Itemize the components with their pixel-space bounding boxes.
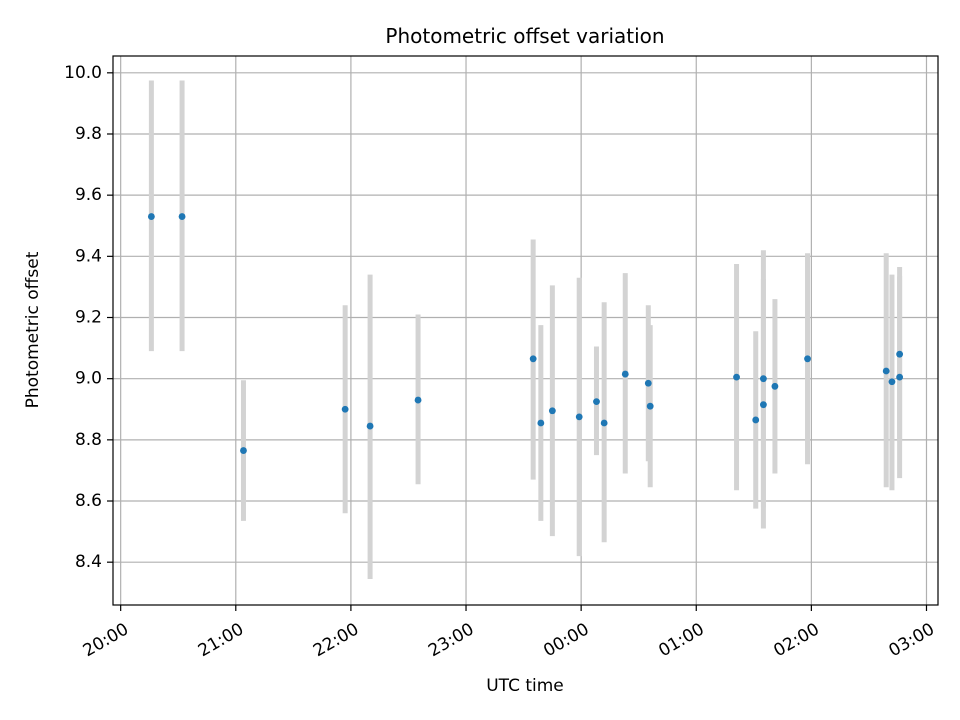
data-point (414, 396, 422, 404)
data-point (752, 416, 760, 424)
data-point (888, 378, 896, 386)
y-tick-label: 9.4 (75, 246, 102, 266)
y-tick-label: 9.0 (75, 369, 102, 389)
data-point (882, 367, 890, 375)
data-point (760, 375, 767, 383)
data-point (760, 401, 767, 409)
data-point (529, 355, 537, 363)
data-point (147, 213, 155, 220)
data-point (537, 419, 545, 427)
data-point (644, 379, 652, 387)
data-point (575, 413, 583, 421)
data-point (804, 355, 811, 363)
data-point (548, 407, 556, 415)
y-axis-label: Photometric offset (23, 251, 43, 408)
data-point (593, 398, 600, 406)
data-point (178, 213, 186, 220)
data-point (621, 370, 629, 378)
y-tick-label: 9.2 (75, 308, 102, 328)
y-axis-ticks: 8.4 8.6 8.8 9.0 9.2 9.4 9.6 9.8 10.0 (64, 63, 113, 572)
data-point (341, 405, 349, 413)
y-tick-label: 10.0 (64, 63, 102, 83)
chart-title: Photometric offset variation (385, 24, 664, 48)
y-tick-label: 9.8 (75, 124, 102, 144)
data-points (147, 213, 904, 454)
data-point (896, 350, 904, 358)
data-point (366, 422, 374, 430)
data-point (646, 402, 654, 410)
y-tick-label: 8.4 (75, 552, 102, 572)
data-point (600, 419, 608, 427)
x-axis-label: UTC time (486, 676, 564, 696)
data-point (771, 382, 779, 390)
data-point (733, 373, 740, 381)
y-tick-label: 9.6 (75, 185, 102, 205)
y-tick-label: 8.6 (75, 491, 102, 511)
y-tick-label: 8.8 (75, 430, 102, 450)
data-point (240, 447, 247, 454)
plot-frame (112, 55, 939, 606)
data-point (896, 373, 904, 381)
grid-lines (113, 56, 938, 605)
